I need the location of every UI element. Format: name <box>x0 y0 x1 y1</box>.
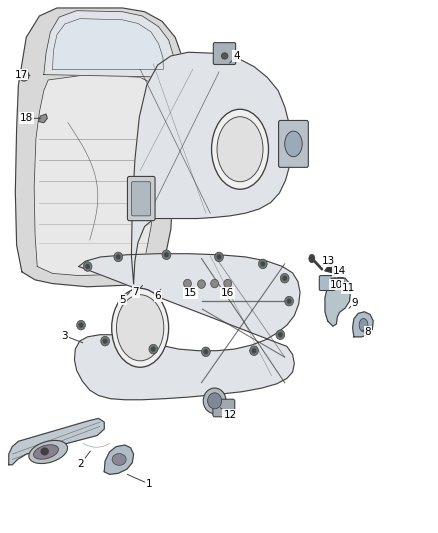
Ellipse shape <box>101 336 110 346</box>
Ellipse shape <box>359 318 368 332</box>
Ellipse shape <box>212 109 268 189</box>
Ellipse shape <box>217 117 263 182</box>
Ellipse shape <box>116 254 121 260</box>
Text: 12: 12 <box>223 410 237 419</box>
Ellipse shape <box>34 445 58 459</box>
Ellipse shape <box>112 454 126 465</box>
Polygon shape <box>34 75 161 276</box>
Polygon shape <box>104 445 134 474</box>
Ellipse shape <box>280 273 289 283</box>
Polygon shape <box>74 254 300 400</box>
Ellipse shape <box>203 388 226 414</box>
Ellipse shape <box>41 448 49 455</box>
Ellipse shape <box>224 279 232 288</box>
Text: 3: 3 <box>61 331 68 341</box>
Ellipse shape <box>285 296 293 306</box>
Ellipse shape <box>149 344 158 354</box>
Polygon shape <box>325 277 350 326</box>
Text: 6: 6 <box>154 291 161 301</box>
Ellipse shape <box>250 346 258 356</box>
Text: 13: 13 <box>322 256 335 266</box>
Polygon shape <box>53 19 163 69</box>
Text: 8: 8 <box>364 327 371 336</box>
Ellipse shape <box>215 252 223 262</box>
Ellipse shape <box>184 279 191 288</box>
FancyBboxPatch shape <box>131 182 151 216</box>
Ellipse shape <box>216 254 221 260</box>
Text: 5: 5 <box>119 295 126 304</box>
Polygon shape <box>15 8 184 287</box>
Ellipse shape <box>251 348 257 353</box>
Polygon shape <box>353 312 373 337</box>
Ellipse shape <box>258 259 267 269</box>
Polygon shape <box>131 52 291 284</box>
Text: 1: 1 <box>145 479 152 489</box>
Polygon shape <box>39 114 47 123</box>
Ellipse shape <box>198 280 205 288</box>
Ellipse shape <box>201 347 210 357</box>
Ellipse shape <box>78 322 83 328</box>
Ellipse shape <box>287 298 292 304</box>
Text: 18: 18 <box>20 114 33 123</box>
FancyBboxPatch shape <box>319 276 335 290</box>
Ellipse shape <box>203 349 208 354</box>
Ellipse shape <box>102 338 107 344</box>
Text: 2: 2 <box>78 459 85 469</box>
Text: 7: 7 <box>132 287 139 297</box>
FancyBboxPatch shape <box>213 43 236 64</box>
Polygon shape <box>44 11 175 77</box>
Ellipse shape <box>22 73 26 78</box>
Text: 17: 17 <box>14 70 28 79</box>
Text: 11: 11 <box>342 283 355 293</box>
Polygon shape <box>9 418 104 465</box>
Ellipse shape <box>117 295 164 361</box>
Ellipse shape <box>19 70 29 81</box>
Ellipse shape <box>278 332 283 337</box>
Ellipse shape <box>260 261 265 266</box>
Text: 16: 16 <box>221 288 234 298</box>
Text: 14: 14 <box>333 266 346 276</box>
Ellipse shape <box>112 288 169 367</box>
Ellipse shape <box>162 250 171 260</box>
Ellipse shape <box>85 264 90 269</box>
Ellipse shape <box>222 53 228 59</box>
Text: 15: 15 <box>184 288 197 298</box>
Ellipse shape <box>83 262 92 271</box>
Ellipse shape <box>151 346 155 352</box>
FancyBboxPatch shape <box>331 278 344 289</box>
Ellipse shape <box>276 330 285 340</box>
FancyBboxPatch shape <box>127 176 155 221</box>
Ellipse shape <box>208 393 222 409</box>
Ellipse shape <box>282 276 287 281</box>
Text: 4: 4 <box>233 51 240 61</box>
FancyBboxPatch shape <box>213 399 235 417</box>
Ellipse shape <box>114 252 123 262</box>
Polygon shape <box>325 261 334 273</box>
Text: 9: 9 <box>351 298 358 308</box>
Ellipse shape <box>211 279 219 288</box>
Ellipse shape <box>309 254 315 263</box>
Ellipse shape <box>285 131 302 157</box>
Ellipse shape <box>29 440 67 464</box>
Ellipse shape <box>77 320 85 330</box>
Text: 10: 10 <box>330 280 343 289</box>
FancyBboxPatch shape <box>279 120 308 167</box>
Ellipse shape <box>164 252 169 257</box>
